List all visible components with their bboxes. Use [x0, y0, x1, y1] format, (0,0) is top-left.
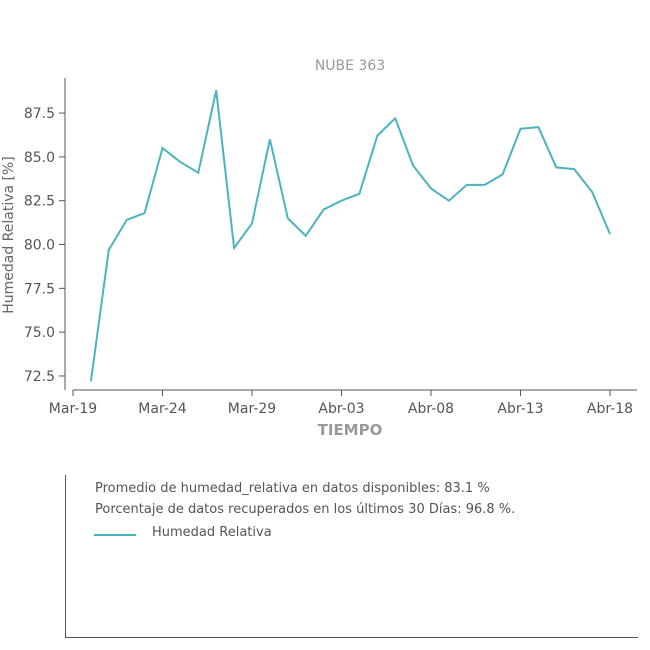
x-tick-label: Abr-03	[318, 401, 364, 417]
line-chart: NUBE 363 72.5 75.0 77.5 80.0 82.5 85.0 87.5 Ma…	[0, 0, 650, 460]
y-tick-label: 80.0	[24, 238, 55, 254]
average-humidity-text: Promedio de humedad_relativa en datos di…	[95, 481, 490, 496]
x-tick-label: Mar-19	[49, 401, 97, 417]
series-line-humedad-relativa	[91, 90, 610, 381]
y-tick-label: 72.5	[24, 369, 55, 385]
x-tick-label: Mar-24	[138, 401, 186, 417]
legend-swatch	[94, 534, 136, 536]
y-axis-ticks: 72.5 75.0 77.5 80.0 82.5 85.0 87.5	[24, 106, 65, 385]
y-tick-label: 75.0	[24, 325, 55, 341]
y-tick-label: 87.5	[24, 106, 55, 122]
x-tick-label: Abr-13	[497, 401, 543, 417]
x-axis-ticks: Mar-19 Mar-24 Mar-29 Abr-03 Abr-08 Abr-13 Abr-…	[49, 390, 633, 417]
x-tick-label: Abr-18	[587, 401, 633, 417]
y-tick-label: 82.5	[24, 194, 55, 210]
x-axis-label: TIEMPO	[318, 421, 383, 439]
x-tick-label: Mar-29	[228, 401, 276, 417]
y-tick-label: 77.5	[24, 281, 55, 297]
x-tick-label: Abr-08	[408, 401, 454, 417]
y-axis-label: Humedad Relativa [%]	[1, 156, 17, 314]
legend-label: Humedad Relativa	[152, 525, 272, 540]
info-panel: Promedio de humedad_relativa en datos di…	[65, 475, 638, 638]
y-tick-label: 85.0	[24, 150, 55, 166]
chart-title: NUBE 363	[315, 58, 385, 74]
data-recovery-text: Porcentaje de datos recuperados en los ú…	[95, 502, 515, 517]
